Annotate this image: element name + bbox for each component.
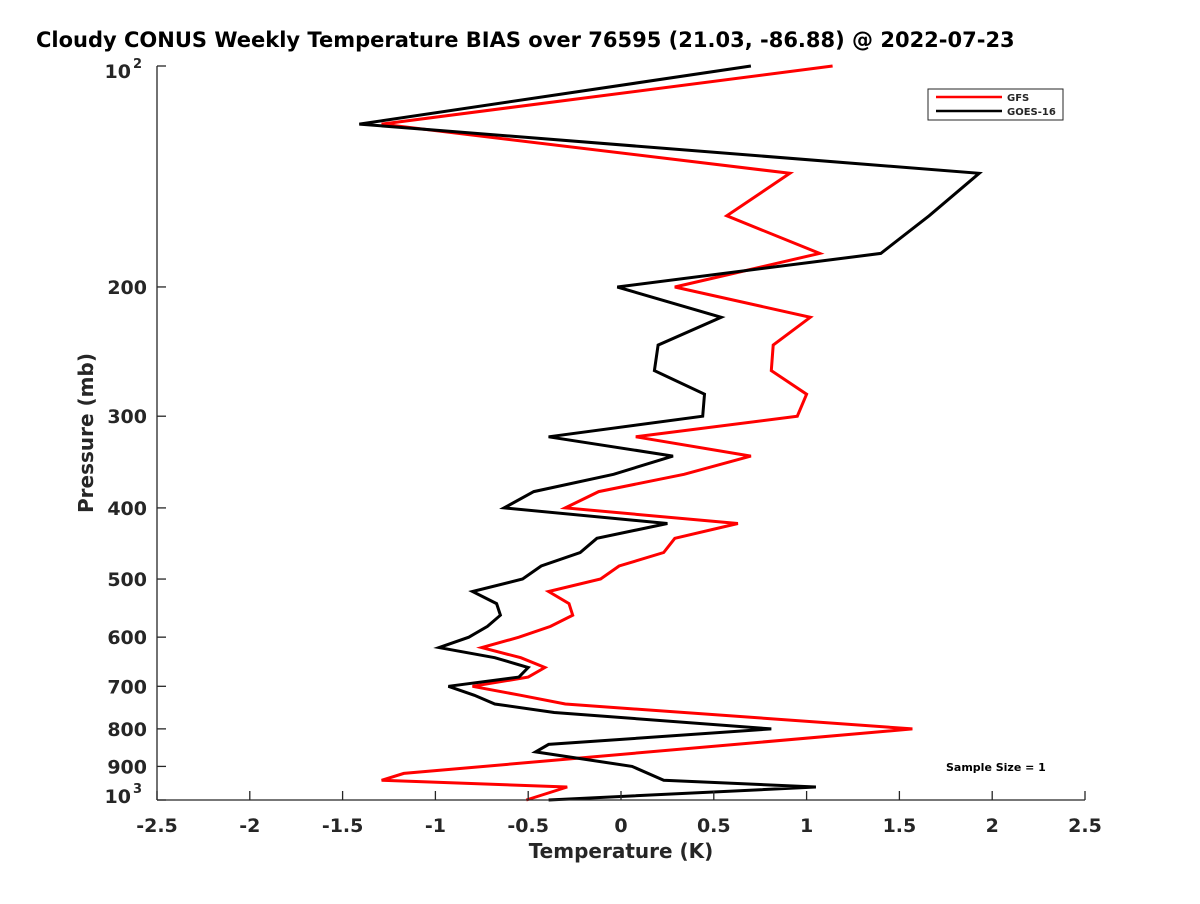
x-tick-label: 2.5 — [1068, 815, 1102, 837]
y-tick-label: 10 — [105, 786, 131, 808]
chart-title: Cloudy CONUS Weekly Temperature BIAS ove… — [36, 28, 1015, 52]
y-tick-label: 200 — [107, 277, 147, 299]
x-axis-label: Temperature (K) — [529, 839, 714, 863]
x-tick-label: -2.5 — [136, 815, 178, 837]
ticks-layer: -2.5 -2 -1.5 -1 -0.5 0 0.5 1 1.5 2 2.510 2200300400… — [105, 57, 1102, 837]
y-tick-label: 800 — [107, 719, 147, 741]
y-tick-label: 400 — [107, 498, 147, 520]
x-tick-label: -1 — [425, 815, 446, 837]
x-tick-label: 1 — [800, 815, 813, 837]
x-tick-label: -0.5 — [507, 815, 549, 837]
y-tick-label: 700 — [107, 676, 147, 698]
x-tick-label: 0 — [614, 815, 627, 837]
y-tick-label: 500 — [107, 569, 147, 591]
y-tick-label: 900 — [107, 756, 147, 778]
y-tick-label-exponent: 2 — [133, 57, 142, 72]
x-tick-label: 2 — [986, 815, 999, 837]
x-tick-label: -2 — [239, 815, 260, 837]
y-axis-label: Pressure (mb) — [74, 353, 98, 513]
sample-size-annotation: Sample Size = 1 — [946, 761, 1046, 774]
x-tick-label: -1.5 — [322, 815, 364, 837]
legend-label-goes16: GOES-16 — [1007, 107, 1056, 118]
x-tick-label: 0.5 — [697, 815, 731, 837]
y-tick-label: 600 — [107, 627, 147, 649]
series-line-goes16 — [359, 64, 983, 802]
legend-box — [927, 88, 1064, 121]
x-tick-label: 1.5 — [883, 815, 917, 837]
legend-label-gfs: GFS — [1007, 93, 1029, 104]
series-layer — [359, 64, 983, 802]
y-tick-label: 300 — [107, 406, 147, 428]
y-tick-label-exponent: 3 — [133, 782, 142, 797]
series-line-gfs — [381, 64, 913, 802]
y-tick-label: 10 — [105, 61, 131, 83]
legend: GFS GOES-16 — [927, 88, 1064, 121]
